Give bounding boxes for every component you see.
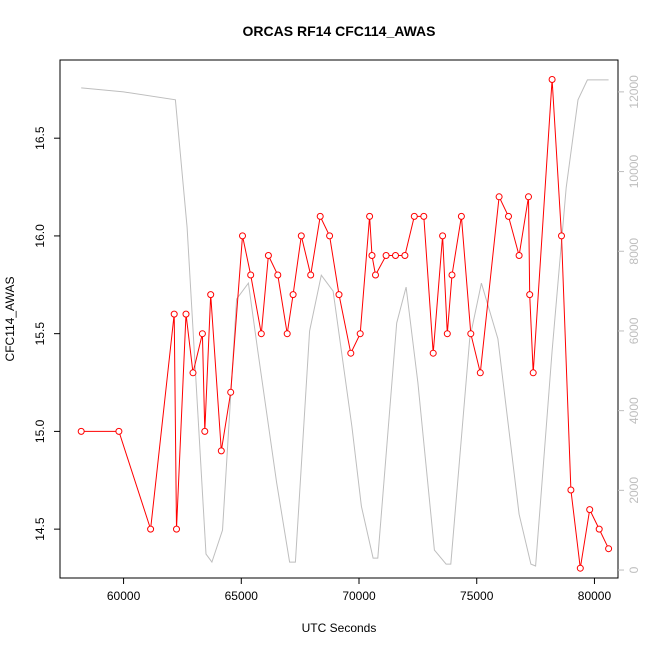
data-point [239, 232, 246, 240]
data-point [297, 232, 305, 240]
data-point [274, 271, 282, 279]
data-point [476, 369, 484, 377]
data-point [526, 291, 534, 299]
x-axis: 60000 65000 70000 75000 80000 [107, 578, 612, 603]
data-point [366, 212, 374, 220]
data-point [227, 388, 235, 396]
data-point [347, 349, 355, 357]
data-point [201, 427, 209, 435]
data-point [173, 525, 180, 533]
data-point [356, 330, 364, 338]
data-point [576, 564, 584, 572]
plot-frame [59, 59, 619, 579]
data-point [207, 291, 215, 299]
data-point [429, 349, 437, 357]
data-point [505, 212, 512, 220]
y-axis-right: 0 2000 4000 6000 8000 10000 12000 [618, 75, 641, 573]
x-tick-label: 70000 [342, 589, 376, 603]
y-axis-left: 14.5 15.0 15.5 16.0 16.5 [33, 126, 60, 541]
data-point [289, 291, 297, 299]
data-point [182, 310, 190, 318]
data-point [147, 525, 155, 533]
y-tick-label: 16.5 [33, 126, 47, 150]
y-axis-label: CFC114_AWAS [3, 277, 17, 362]
data-point [283, 330, 291, 338]
data-point [605, 545, 613, 553]
data-point [335, 291, 343, 299]
data-point [495, 193, 503, 201]
y-tick-label: 15.5 [33, 322, 47, 346]
data-point [368, 252, 376, 259]
x-tick-label: 75000 [460, 589, 494, 603]
data-point [217, 447, 225, 455]
series-layer [77, 76, 613, 572]
data-point [198, 330, 206, 338]
data-point [448, 271, 456, 279]
x-axis-label: UTC Seconds [302, 621, 377, 635]
data-point [420, 212, 428, 220]
data-point [264, 252, 272, 259]
data-point [326, 232, 334, 240]
data-point [307, 271, 315, 279]
x-tick-label: 60000 [107, 589, 141, 603]
y-tick-label: 14.5 [33, 517, 47, 541]
y-tick-label: 16.0 [33, 224, 47, 248]
y2-tick-label: 2000 [627, 477, 641, 504]
data-point [247, 271, 255, 279]
data-point [515, 252, 523, 259]
y2-tick-label: 8000 [627, 238, 641, 265]
series-line-left [81, 79, 610, 569]
y2-tick-label: 0 [627, 566, 641, 573]
y2-tick-label: 10000 [627, 155, 641, 189]
data-point [586, 506, 594, 514]
data-point [529, 369, 537, 377]
data-point [316, 212, 324, 220]
data-point [410, 212, 418, 220]
chart-title: ORCAS RF14 CFC114_AWAS [243, 23, 436, 39]
data-point [115, 427, 123, 435]
data-point [467, 330, 475, 338]
series-line-right [81, 79, 609, 567]
data-point [443, 330, 451, 338]
data-point [401, 252, 409, 259]
data-point [525, 193, 532, 201]
data-point [257, 330, 265, 338]
data-point [170, 310, 178, 318]
data-point [558, 232, 565, 240]
data-point [77, 427, 85, 435]
y2-tick-label: 4000 [627, 397, 641, 424]
y2-tick-label: 6000 [627, 317, 641, 344]
data-point [439, 232, 447, 240]
data-point [567, 486, 575, 494]
data-point [595, 525, 603, 533]
data-point [392, 252, 399, 259]
y-tick-label: 15.0 [33, 419, 47, 443]
x-tick-label: 80000 [578, 589, 612, 603]
data-point [457, 212, 465, 220]
data-point [548, 76, 556, 83]
data-point [382, 252, 390, 259]
data-point [372, 271, 379, 279]
data-point [189, 369, 197, 377]
x-tick-label: 65000 [225, 589, 259, 603]
y2-tick-label: 12000 [627, 75, 641, 109]
